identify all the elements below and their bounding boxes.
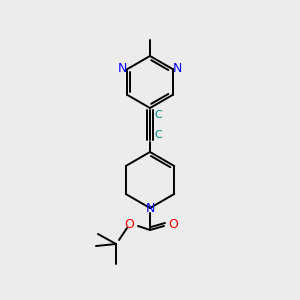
Text: C: C bbox=[154, 130, 162, 140]
Text: O: O bbox=[168, 218, 178, 230]
Text: N: N bbox=[173, 62, 182, 76]
Text: O: O bbox=[124, 218, 134, 230]
Text: C: C bbox=[154, 110, 162, 120]
Text: N: N bbox=[118, 62, 127, 76]
Text: N: N bbox=[145, 202, 155, 214]
